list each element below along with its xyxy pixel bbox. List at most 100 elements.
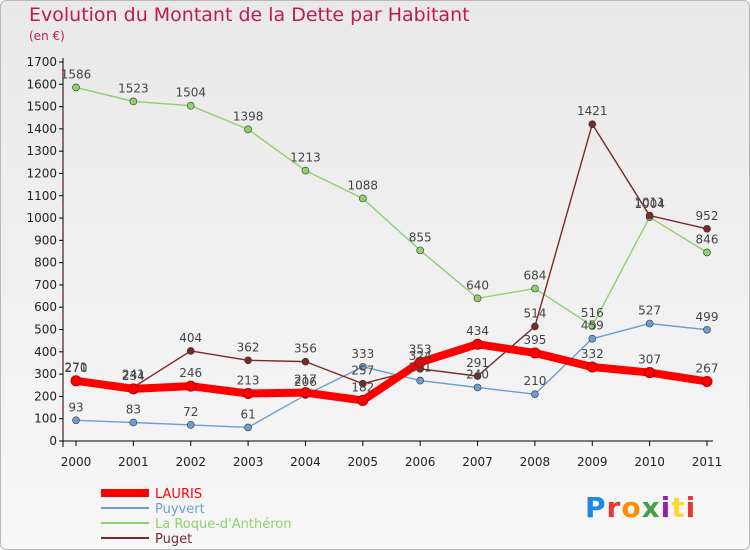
y-minor-tick xyxy=(62,72,64,75)
legend-label: La Roque-d'Anthéron xyxy=(155,517,291,532)
data-label: 324 xyxy=(409,349,432,363)
data-point xyxy=(127,383,139,395)
y-tick-label: 1500 xyxy=(26,100,57,114)
data-point xyxy=(473,294,482,303)
logo-letter: i xyxy=(685,491,697,524)
data-point xyxy=(244,356,252,365)
data-label: 362 xyxy=(237,340,260,354)
logo-letter: i xyxy=(660,491,672,524)
data-point xyxy=(645,211,654,220)
data-point xyxy=(529,347,541,359)
data-label: 640 xyxy=(466,278,489,292)
y-minor-tick xyxy=(62,94,64,97)
data-point xyxy=(531,322,539,331)
y-minor-tick xyxy=(62,205,64,208)
data-point xyxy=(299,387,311,399)
y-minor-tick xyxy=(62,183,64,186)
data-label: 271 xyxy=(409,361,432,375)
data-label: 332 xyxy=(581,347,604,361)
data-point xyxy=(531,390,539,398)
x-tick-label: 2001 xyxy=(118,455,149,469)
data-label: 1004 xyxy=(634,197,665,211)
data-label: 952 xyxy=(696,209,719,223)
data-label: 356 xyxy=(294,342,317,356)
data-label: 846 xyxy=(696,232,719,246)
x-tick-label: 2003 xyxy=(233,455,264,469)
data-point xyxy=(359,379,367,388)
data-point xyxy=(186,101,195,110)
data-label: 213 xyxy=(237,374,260,388)
data-label: 1011 xyxy=(634,196,665,210)
data-point xyxy=(416,376,424,385)
data-label: 434 xyxy=(466,324,489,338)
y-minor-tick xyxy=(62,161,64,164)
data-label: 459 xyxy=(581,319,604,333)
y-tick-label: 1100 xyxy=(26,189,57,203)
y-tick-label: 100 xyxy=(34,412,57,426)
logo-letter: r xyxy=(606,491,622,524)
data-point xyxy=(359,362,367,371)
proxiti-logo: Proxiti xyxy=(585,491,696,524)
y-tick-label: 1700 xyxy=(26,55,57,69)
data-point xyxy=(242,388,254,400)
logo-letter: x xyxy=(641,491,661,524)
data-point xyxy=(414,356,426,368)
data-label: 1398 xyxy=(233,109,264,123)
series-line-1 xyxy=(75,322,708,429)
data-point xyxy=(701,375,713,387)
y-tick-label: 1000 xyxy=(26,211,57,225)
y-minor-tick xyxy=(62,295,64,298)
data-label: 241 xyxy=(122,367,145,381)
data-label: 1504 xyxy=(175,86,206,100)
y-tick-label: 300 xyxy=(34,367,57,381)
legend-label: LAURIS xyxy=(155,487,202,502)
logo-letter: t xyxy=(671,491,686,524)
data-label: 93 xyxy=(68,400,83,414)
data-point xyxy=(586,361,598,373)
data-label: 291 xyxy=(466,356,489,370)
y-tick-label: 700 xyxy=(34,278,57,292)
y-minor-tick xyxy=(62,339,64,342)
data-point xyxy=(357,394,369,406)
x-tick-label: 2008 xyxy=(520,455,551,469)
data-point xyxy=(473,372,482,380)
data-point xyxy=(416,246,424,255)
chart-unit-label: (en €) xyxy=(29,29,65,43)
data-point xyxy=(70,375,82,387)
data-label: 206 xyxy=(294,375,317,389)
data-point xyxy=(703,325,711,334)
data-point xyxy=(703,248,711,257)
chart-title: Evolution du Montant de la Dette par Hab… xyxy=(29,4,470,26)
y-minor-tick xyxy=(62,384,64,387)
data-point xyxy=(72,83,80,92)
x-tick-label: 2002 xyxy=(175,455,206,469)
x-tick-label: 2000 xyxy=(61,455,92,469)
y-tick-label: 1300 xyxy=(26,144,57,158)
data-label: 257 xyxy=(351,364,374,378)
data-label: 395 xyxy=(523,333,546,347)
y-tick-label: 800 xyxy=(34,256,57,270)
data-label: 240 xyxy=(466,367,489,381)
y-tick-label: 1200 xyxy=(26,166,57,180)
data-point xyxy=(301,166,310,175)
x-tick-label: 2007 xyxy=(462,455,493,469)
y-minor-tick xyxy=(62,317,64,320)
data-point xyxy=(244,125,252,134)
data-label: 217 xyxy=(294,373,317,387)
logo-letter: P xyxy=(585,491,607,524)
x-tick-label: 2009 xyxy=(577,455,608,469)
data-label: 855 xyxy=(409,230,432,244)
series-line-2 xyxy=(75,86,708,327)
data-label: 307 xyxy=(638,353,661,367)
y-tick-label: 900 xyxy=(34,233,57,247)
data-point xyxy=(129,418,138,427)
x-tick-label: 2004 xyxy=(290,455,321,469)
data-point xyxy=(531,284,539,293)
data-point xyxy=(301,357,310,366)
data-label: 1586 xyxy=(61,67,92,81)
data-point xyxy=(644,367,656,379)
data-label: 1523 xyxy=(118,81,149,95)
y-tick-label: 1600 xyxy=(26,77,57,91)
y-minor-tick xyxy=(62,428,64,431)
